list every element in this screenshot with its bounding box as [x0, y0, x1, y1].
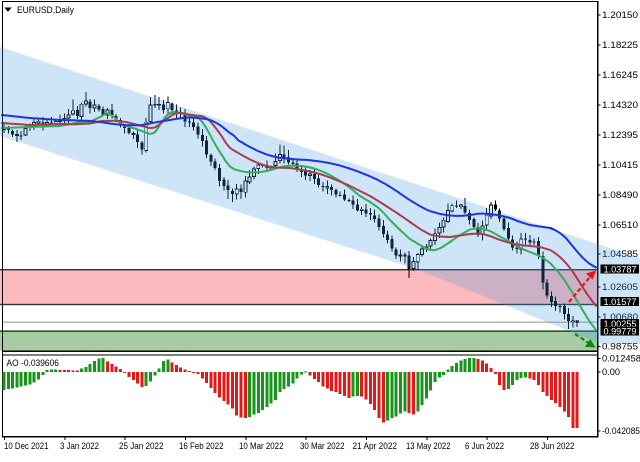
svg-text:1.12395: 1.12395 — [602, 130, 638, 140]
svg-text:1.10415: 1.10415 — [602, 160, 638, 170]
svg-text:1.00255: 1.00255 — [604, 319, 637, 329]
svg-text:13 May 2022: 13 May 2022 — [406, 441, 451, 451]
svg-text:-0.042085: -0.042085 — [602, 426, 640, 436]
svg-text:1.03787: 1.03787 — [604, 264, 637, 274]
svg-text:1.04585: 1.04585 — [602, 249, 638, 259]
svg-text:0.012458: 0.012458 — [602, 354, 640, 364]
svg-text:1.08490: 1.08490 — [602, 190, 638, 200]
svg-text:1.06510: 1.06510 — [602, 220, 638, 230]
svg-text:3 Jan 2022: 3 Jan 2022 — [60, 441, 99, 451]
svg-text:0.98755: 0.98755 — [602, 342, 638, 352]
svg-text:1.00680: 1.00680 — [602, 312, 638, 322]
svg-text:0.99779: 0.99779 — [604, 326, 637, 336]
svg-text:28 Jun 2022: 28 Jun 2022 — [530, 441, 575, 451]
svg-text:AO -0.039606: AO -0.039606 — [7, 358, 60, 368]
svg-text:1.02605: 1.02605 — [602, 282, 638, 292]
svg-text:EURUSD,Daily: EURUSD,Daily — [17, 5, 74, 15]
svg-text:30 Mar 2022: 30 Mar 2022 — [300, 441, 345, 451]
svg-text:25 Jan 2022: 25 Jan 2022 — [119, 441, 164, 451]
svg-text:0.00: 0.00 — [602, 367, 620, 377]
svg-text:21 Apr 2022: 21 Apr 2022 — [353, 441, 398, 451]
svg-text:1.01577: 1.01577 — [604, 297, 637, 307]
svg-text:6 Jun 2022: 6 Jun 2022 — [465, 441, 504, 451]
svg-text:1.16245: 1.16245 — [602, 70, 638, 80]
svg-text:10 Mar 2022: 10 Mar 2022 — [239, 441, 284, 451]
svg-text:16 Feb 2022: 16 Feb 2022 — [179, 441, 224, 451]
svg-text:1.20150: 1.20150 — [602, 10, 638, 20]
svg-text:1.18225: 1.18225 — [602, 40, 638, 50]
svg-text:1.14320: 1.14320 — [602, 100, 638, 110]
svg-text:10 Dec 2021: 10 Dec 2021 — [4, 441, 49, 451]
